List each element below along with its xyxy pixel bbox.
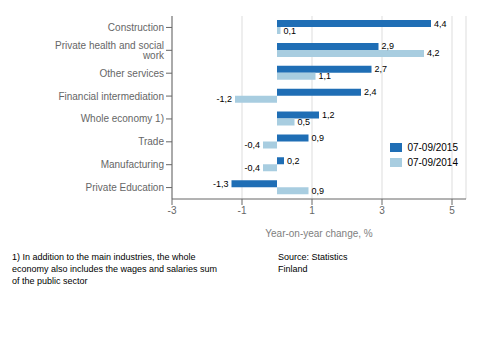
svg-text:-0,4: -0,4 [244, 140, 260, 150]
html-text:1) In addition to the main ind: 1) In addition to the main industries, t… [12, 252, 218, 286]
svg-text:Construction: Construction [108, 22, 164, 33]
svg-text:-1: -1 [238, 205, 247, 216]
svg-text:2,4: 2,4 [364, 87, 377, 97]
svg-text:Private Education: Private Education [86, 182, 164, 193]
svg-text:-3: -3 [168, 205, 177, 216]
svg-text:Trade: Trade [138, 136, 164, 147]
svg-text:Year-on-year change, %: Year-on-year change, % [265, 228, 373, 239]
svg-text:4,4: 4,4 [434, 19, 447, 29]
svg-text:Financial intermediation: Financial intermediation [58, 91, 164, 102]
svg-text:Manufacturing: Manufacturing [101, 159, 164, 170]
html-text:07-09/2014: 07-09/2014 [407, 157, 458, 168]
svg-text:2,7: 2,7 [375, 64, 388, 74]
svg-text:-0,4: -0,4 [244, 163, 260, 173]
svg-text:0,9: 0,9 [312, 186, 325, 196]
html-text:07-09/2015: 07-09/2015 [407, 142, 458, 153]
svg-text:Other services: Other services [100, 68, 164, 79]
svg-text:3: 3 [379, 205, 385, 216]
svg-text:0,9: 0,9 [312, 133, 325, 143]
svg-text:0,5: 0,5 [298, 117, 311, 127]
svg-text:0,1: 0,1 [284, 26, 297, 36]
svg-text:2,9: 2,9 [382, 41, 395, 51]
svg-text:-1,3: -1,3 [213, 179, 229, 189]
svg-text:1,1: 1,1 [319, 71, 332, 81]
svg-text:4,2: 4,2 [427, 48, 440, 58]
svg-text:1,2: 1,2 [322, 110, 335, 120]
html-text:Source: Statistics Finland: Source: Statistics Finland [278, 252, 348, 274]
svg-text:Private health and socialwork: Private health and socialwork [55, 40, 165, 61]
svg-text:0,2: 0,2 [287, 156, 300, 166]
svg-text:1: 1 [309, 205, 315, 216]
svg-text:Whole economy 1): Whole economy 1) [81, 113, 164, 124]
svg-text:-1,2: -1,2 [216, 94, 232, 104]
svg-text:5: 5 [449, 205, 455, 216]
